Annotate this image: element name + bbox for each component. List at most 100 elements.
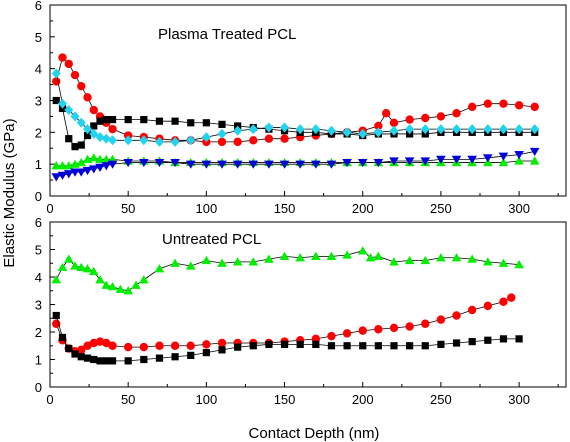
untreated-data-point [365,253,376,262]
plasma-treated-data-point [233,137,242,147]
untreated-data-point [280,340,289,348]
plasma-treated-data-point [171,117,179,125]
untreated-data-point [96,357,104,365]
untreated-data-point [123,286,133,295]
untreated-data-point [483,257,493,266]
plasma-treated-data-point [108,124,117,134]
untreated-data-point [421,319,430,328]
plasma-treated-data-point [52,77,61,86]
untreated-data-point [154,264,165,273]
untreated-data-point [170,341,180,350]
untreated-data-point [498,258,509,267]
untreated-data-point [326,251,337,260]
untreated-data-point [124,357,132,365]
untreated-data-point [451,253,462,262]
plasma-treated-data-point [248,124,258,135]
plasma-treated-data-point [107,160,118,169]
plasma-treated-data-point [374,121,383,131]
plasma-treated-data-point [64,105,74,116]
untreated-data-point [342,329,352,338]
plasma-treated-data-point [420,157,431,166]
untreated-series-line [55,315,520,362]
untreated-data-point [279,251,290,260]
plasma-treated-data-point [155,117,164,125]
untreated-data-point [115,284,126,293]
untreated-data-point [374,342,382,350]
untreated-data-point [343,342,351,350]
untreated-data-point [187,351,195,359]
plasma-treated-x-tick-label: 150 [274,201,296,216]
plasma-treated-data-point [217,128,227,139]
untreated-data-point [82,264,93,273]
plasma-treated-y-tick-label: 5 [35,30,42,45]
plasma-treated-data-point [514,156,524,165]
untreated-data-point [436,315,446,324]
x-axis-label: Contact Depth (nm) [249,425,380,442]
untreated-data-point [139,342,149,352]
untreated-data-point [102,357,110,365]
plasma-treated-data-point [101,162,112,171]
plasma-treated-data-point [404,157,415,166]
plasma-treated-data-point [58,98,68,109]
untreated-data-point [77,353,85,361]
plasma-treated-data-point [405,124,415,135]
plasma-treated-data-point [70,168,80,177]
untreated-y-tick-label: 4 [35,270,42,285]
untreated-data-point [359,342,367,350]
untreated-data-point [95,275,105,284]
plasma-treated-data-point [248,160,259,169]
untreated-data-point [452,339,461,347]
untreated-data-point [186,341,195,350]
plasma-treated-data-point [467,102,477,112]
untreated-data-point [452,311,461,320]
untreated-data-point [389,323,399,333]
plasma-treated-data-point [76,117,86,128]
plasma-treated-data-point [498,152,509,161]
plasma-treated-series-diamond [51,68,540,147]
untreated-series-square [52,311,523,365]
untreated-data-point [170,258,180,267]
plasma-treated-data-point [108,116,117,124]
plasma-treated-data-point [217,137,227,147]
untreated-data-point [123,342,133,352]
plasma-treated-data-point [70,70,80,80]
plasma-treated-data-point [101,133,111,144]
untreated-data-point [155,341,164,350]
plasma-treated-data-point [51,173,62,182]
plasma-treated-data-point [95,154,105,163]
plasma-treated-data-point [279,160,290,169]
untreated-data-point [514,260,524,269]
plasma-treated-data-point [264,122,274,133]
plasma-treated-x-tick-label: 300 [508,201,530,216]
plasma-treated-data-point [530,102,539,112]
plasma-treated-data-point [57,171,68,180]
plasma-treated-data-point [102,116,110,124]
plasma-treated-data-point [467,124,477,135]
untreated-y-tick-label: 5 [35,243,42,258]
untreated-data-point [108,357,117,365]
plasma-treated-data-point [201,132,211,143]
plasma-treated-data-point [530,124,540,135]
plasma-treated-data-point [452,109,461,118]
untreated-data-point [468,338,476,346]
untreated-x-tick-label: 250 [430,392,452,407]
plasma-treated-data-point [77,81,86,91]
untreated-data-point [201,255,212,265]
untreated-data-point [358,326,367,335]
plasma-treated-data-point [514,124,524,135]
untreated-data-point [483,301,493,311]
untreated-data-point [389,257,399,266]
plasma-treated-data-point [83,131,92,140]
untreated-data-point [202,340,211,349]
plasma-treated-data-point [326,125,336,136]
untreated-data-point [436,253,446,262]
untreated-data-point [234,343,242,351]
untreated-y-tick-label: 3 [35,298,42,313]
plasma-treated-series-triangle-down [51,147,540,182]
untreated-data-point [249,342,257,350]
plasma-treated-data-point [65,135,73,143]
untreated-data-point [405,322,414,331]
untreated-data-point [217,258,227,267]
plasma-treated-data-point [108,135,118,146]
untreated-data-point [70,261,80,270]
